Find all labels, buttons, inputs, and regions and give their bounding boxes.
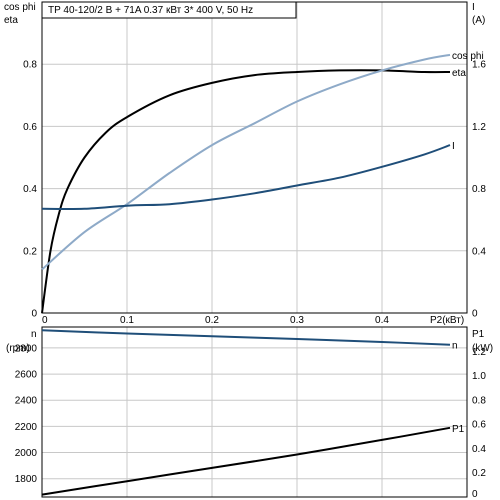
bottom-left-tick-label: 2200 — [15, 422, 38, 433]
top-x-tick-label: 0.3 — [290, 315, 304, 326]
top-left-tick-label: 0 — [31, 309, 37, 320]
bottom-left-tick-label: 2600 — [15, 370, 38, 381]
top-x-tick-label: 0.2 — [205, 315, 219, 326]
top-right-tick-label: 0.8 — [472, 184, 486, 195]
top-left-tick-label: 0.2 — [23, 246, 37, 257]
top-left-tick-label: 0.4 — [23, 184, 37, 195]
bottom-left-tick-label: 2000 — [15, 448, 38, 459]
top-x-tick-label: 0.4 — [375, 315, 389, 326]
bottom-left-tick-label: 2800 — [15, 343, 38, 354]
series-cos-phi-line — [41, 53, 451, 271]
top-left-axis-label-1: cos phi — [4, 2, 36, 13]
bottom-right-tick-label: 0.4 — [472, 444, 486, 455]
series-cos-phi-label: cos phi — [452, 51, 484, 62]
bottom-right-tick-label: 0 — [472, 489, 478, 500]
top-left-tick-label: 0.8 — [23, 60, 37, 71]
series-n-line — [41, 329, 451, 346]
top-x-axis-label: P2(кВт) — [430, 315, 464, 326]
bottom-right-axis-label-1: P1 — [472, 329, 485, 340]
top-right-tick-label: 0 — [472, 309, 478, 320]
top-x-tick-label: 0 — [42, 315, 48, 326]
top-x-tick-label: 0.1 — [120, 315, 134, 326]
top-right-axis-label-1: I — [472, 2, 475, 13]
bottom-left-axis-label-2: (rpm) — [6, 343, 30, 354]
series-p1-label: P1 — [452, 424, 465, 435]
bottom-panel-series: n P1 — [41, 329, 465, 496]
bottom-panel-ticks: 1800 2000 2200 2400 2600 2800 0 0.2 0.4 0.6 0.8 1.0… — [15, 343, 487, 500]
top-right-tick-label: 1.6 — [472, 60, 486, 71]
top-right-axis-label-2: (A) — [472, 15, 485, 26]
series-p1-line — [41, 426, 451, 496]
series-i-line — [41, 144, 451, 211]
bottom-right-axis-label-2: (kW) — [472, 343, 493, 354]
bottom-right-tick-label: 1.0 — [472, 371, 486, 382]
top-left-tick-label: 0.6 — [23, 122, 37, 133]
bottom-right-tick-label: 0.6 — [472, 420, 486, 431]
top-panel-series: eta cos phi I — [41, 51, 484, 314]
bottom-left-tick-label: 1800 — [15, 474, 38, 485]
title-box — [41, 1, 297, 19]
bottom-left-axis-label-1: n — [31, 329, 37, 340]
top-left-axis-label-2: eta — [4, 15, 18, 26]
bottom-panel-frame — [41, 326, 468, 498]
top-right-tick-label: 1.2 — [472, 122, 486, 133]
bottom-right-tick-label: 0.8 — [472, 395, 486, 406]
bottom-left-tick-label: 2400 — [15, 396, 38, 407]
chart-title: TP 40-120/2 B + 71A 0.37 кВт 3* 400 V, 5… — [48, 5, 253, 16]
top-panel-ticks: 0 0.1 0.2 0.3 0.4 0 0.2 0.4 0.6 0.8 0 0.4 0.8 1.2 1.6 — [23, 60, 486, 326]
series-eta-line — [41, 69, 451, 314]
series-n-label: n — [452, 341, 458, 352]
top-right-tick-label: 0.4 — [472, 246, 486, 257]
series-eta-label: eta — [452, 68, 466, 79]
top-panel-grid — [42, 2, 467, 313]
bottom-right-tick-label: 0.2 — [472, 468, 486, 479]
series-i-label: I — [452, 141, 455, 152]
bottom-right-tick-label: 1.2 — [472, 347, 486, 358]
